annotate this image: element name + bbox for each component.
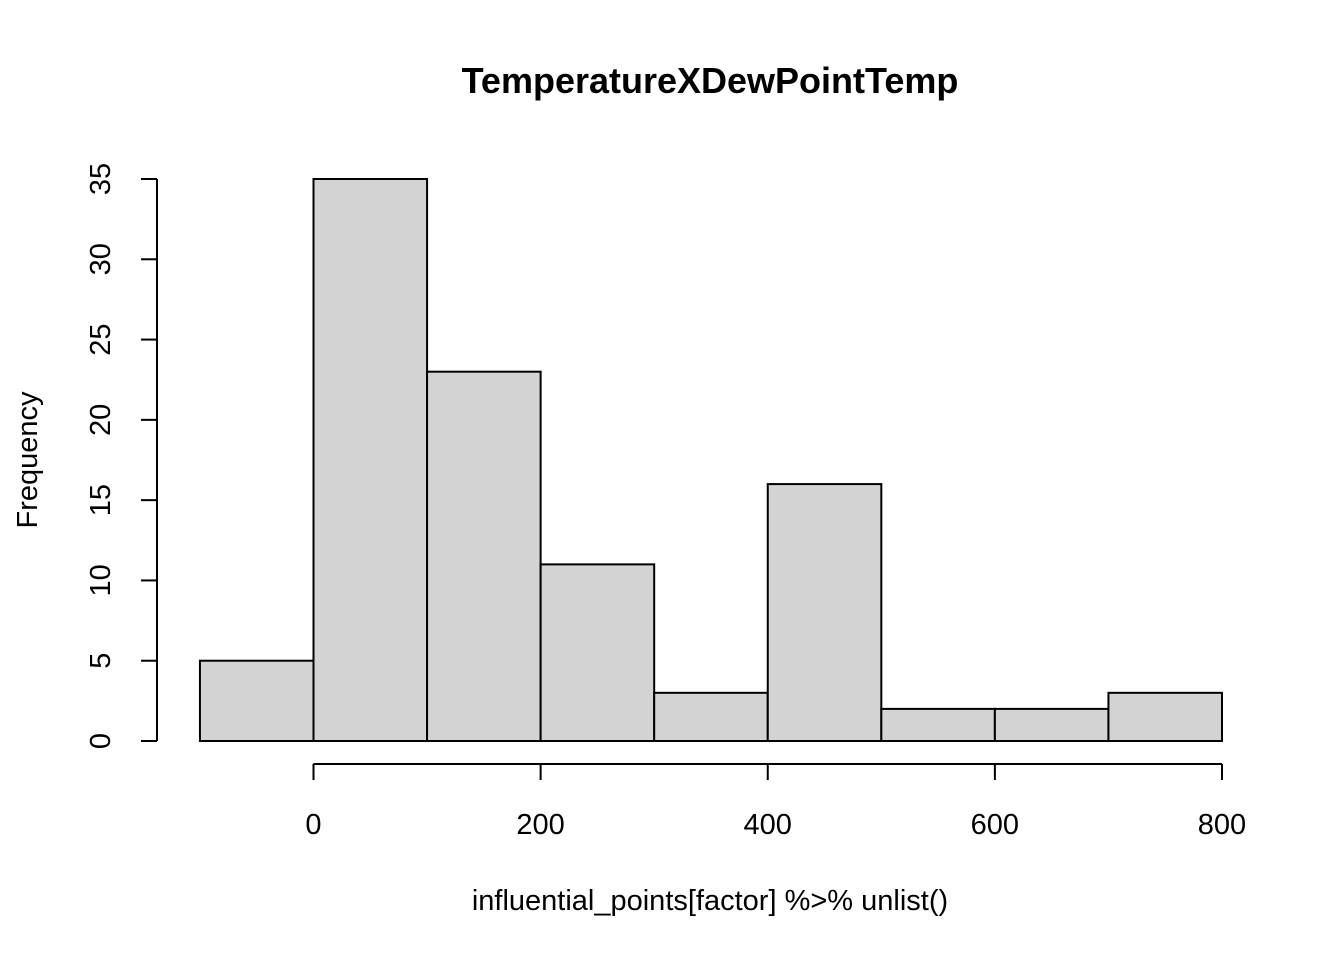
histogram-bar-8	[1107, 691, 1223, 742]
histogram-bar-4	[653, 691, 769, 742]
x-axis-label: influential_points[factor] %>% unlist()	[472, 885, 948, 917]
y-tick-label-5: 25	[85, 323, 117, 355]
y-tick-label-2: 10	[85, 564, 117, 596]
y-tick-label-3: 15	[85, 484, 117, 516]
x-tick-label-0: 0	[305, 809, 321, 841]
bars-group	[198, 178, 1223, 743]
histogram-bar-2	[426, 370, 542, 742]
histogram-bar-0	[198, 659, 315, 743]
histogram-bar-6	[880, 707, 996, 743]
y-axis-label: Frequency	[12, 391, 44, 529]
x-tick-label-3: 600	[971, 809, 1019, 841]
x-tick-label-4: 800	[1198, 809, 1246, 841]
y-axis: 0 5 10 15 20 25 30 35	[85, 163, 158, 749]
x-tick-label-1: 200	[516, 809, 564, 841]
y-tick-label-6: 30	[85, 243, 117, 275]
chart-title: TemperatureXDewPointTemp	[462, 60, 959, 101]
x-axis: 0 200 400 600 800	[305, 763, 1246, 841]
y-tick-label-0: 0	[85, 733, 117, 749]
histogram-bar-7	[993, 707, 1110, 743]
y-tick-label-4: 20	[85, 404, 117, 436]
x-tick-label-2: 400	[744, 809, 792, 841]
histogram-bar-3	[539, 563, 656, 742]
y-tick-label-7: 35	[85, 163, 117, 195]
y-tick-label-1: 5	[85, 653, 117, 669]
histogram-bar-5	[766, 483, 883, 742]
histogram-bar-1	[312, 178, 429, 742]
